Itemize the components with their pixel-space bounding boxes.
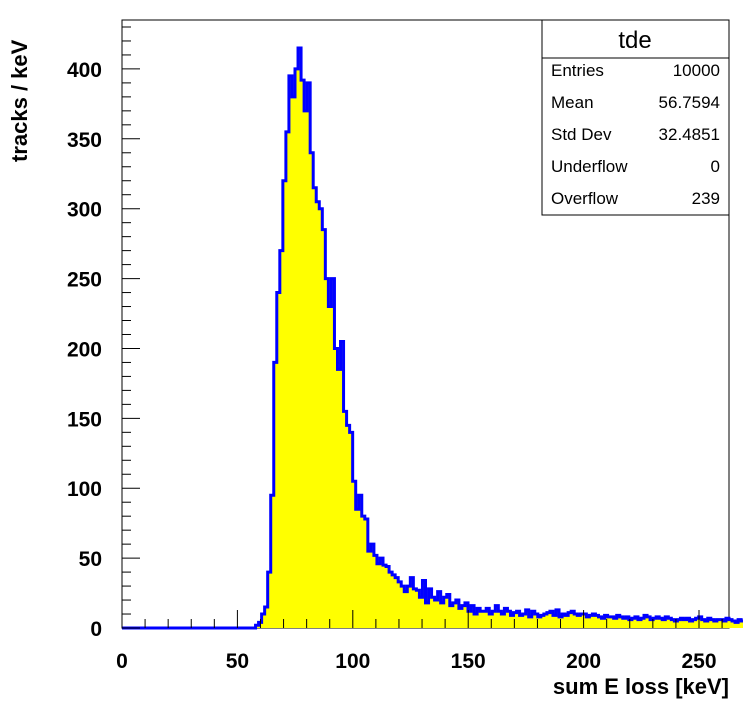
stat-name: Underflow [551,157,628,176]
stat-value: 56.7594 [659,93,720,112]
y-tick-label: 350 [67,129,102,152]
x-tick-label: 200 [566,650,601,673]
stat-value: 10000 [673,61,720,80]
x-axis-ticks: 0 50 100 150 200 250 [116,610,723,673]
stats-rows: Entries 10000 Mean 56.7594 Std Dev 32.4851 Und… [551,61,720,208]
histogram-fill [122,47,743,628]
plot-area: 0 50 100 150 200 250 0 50 100 150 200 250 300 350 400 [67,19,743,673]
y-tick-label: 100 [67,478,102,501]
y-tick-label: 0 [90,618,102,641]
y-tick-label: 50 [79,548,102,571]
stat-name: Std Dev [551,125,612,144]
stat-value: 32.4851 [659,125,720,144]
stats-box: tde Entries 10000 Mean 56.7594 Std Dev 32.485… [541,19,730,216]
x-tick-label: 250 [681,650,716,673]
y-tick-label: 400 [67,59,102,82]
x-tick-label: 0 [116,650,128,673]
stats-box-frame [541,19,730,216]
stat-value: 239 [692,189,720,208]
stat-name: Entries [551,61,604,80]
stats-title: tde [618,27,651,54]
y-tick-label: 300 [67,199,102,222]
x-axis-title: sum E loss [keV] [553,674,729,699]
y-axis-title: tracks / keV [7,39,32,162]
x-tick-label: 100 [335,650,370,673]
stat-name: Overflow [551,189,619,208]
x-tick-label: 50 [226,650,249,673]
histogram-outline [122,46,743,630]
y-axis-ticks: 0 50 100 150 200 250 300 350 400 [67,26,140,641]
y-tick-label: 150 [67,408,102,431]
x-tick-label: 150 [451,650,486,673]
stat-value: 0 [711,157,720,176]
y-tick-label: 200 [67,338,102,361]
y-tick-label: 250 [67,269,102,292]
stat-name: Mean [551,93,594,112]
